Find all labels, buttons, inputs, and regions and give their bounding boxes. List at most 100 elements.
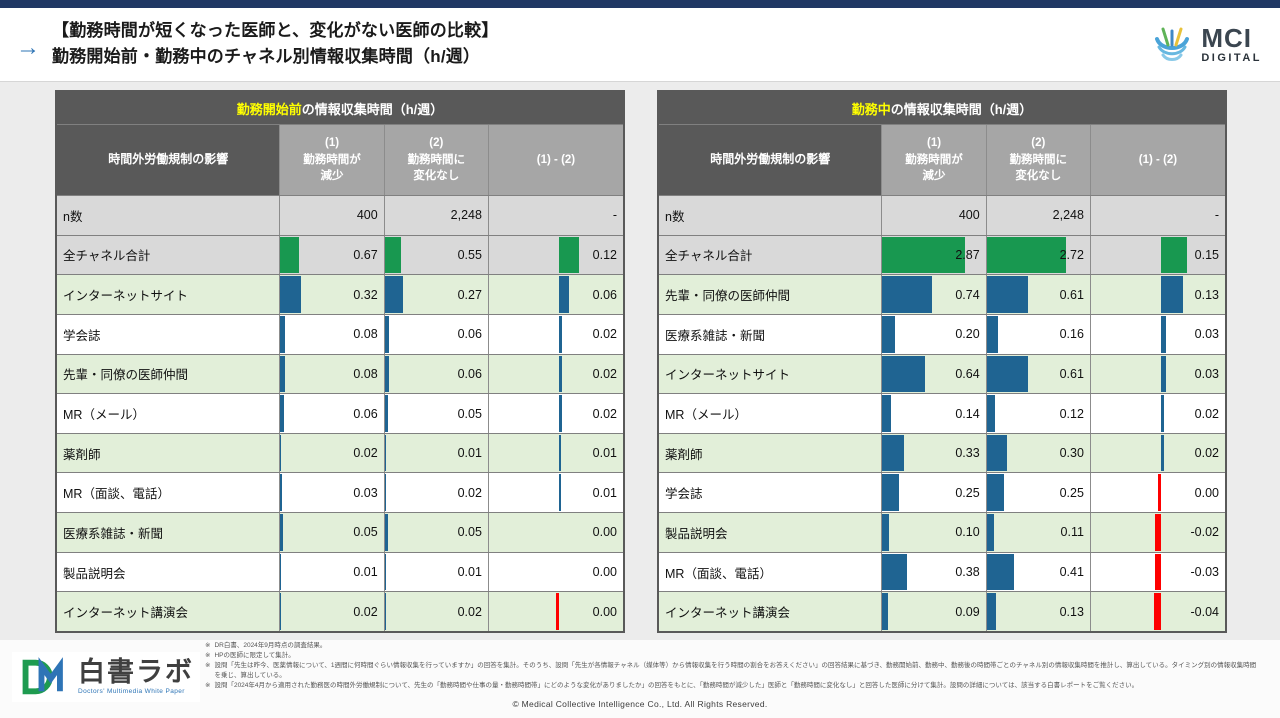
row-label: 薬剤師 xyxy=(57,433,281,473)
n-value-no-change: 2,248 xyxy=(987,196,1091,235)
table-row: 学会誌 0.08 0.06 0.02 xyxy=(57,314,623,355)
data-bar xyxy=(882,315,896,353)
value-diff-cell: 0.01 xyxy=(489,473,623,512)
cell-value: 0.25 xyxy=(955,485,980,500)
n-value-diff: - xyxy=(489,196,623,235)
cell-value: 0.02 xyxy=(457,604,482,619)
cell-value: 学会誌 xyxy=(63,328,101,343)
value-no-change-cell: 0.25 xyxy=(986,473,1091,513)
value-diff-cell: 0.00 xyxy=(489,592,623,631)
footnote-text: HPの医師に限定して集計。 xyxy=(214,652,295,660)
value-diff-cell: -0.04 xyxy=(1091,592,1225,631)
value-decreased-cell: 0.06 xyxy=(280,394,385,433)
value-no-change-cell: 0.05 xyxy=(384,394,489,433)
cell-value: 医療系雑誌・新聞 xyxy=(665,328,766,343)
data-bar xyxy=(986,276,1028,313)
dm-logo-icon xyxy=(22,657,63,695)
cell-value: 0.05 xyxy=(457,525,482,540)
footnotes: ※ DR白書、2024年9月時点の調査結果。 ※ HPの医師に限定して集計。 ※ 設問「先… xyxy=(205,641,1260,691)
data-bar xyxy=(384,315,389,353)
cell-value: 0.02 xyxy=(353,604,378,619)
cell-value: - xyxy=(1214,208,1219,223)
table-header-row: 時間外労働規制の影響 (1) 勤務時間が 減少 (2) 勤務時間に 変化なし (… xyxy=(57,125,623,196)
cell-value: 全チャネル合計 xyxy=(63,249,151,264)
value-no-change-cell: 0.61 xyxy=(986,354,1091,394)
row-label: 医療系雑誌・新聞 xyxy=(659,314,883,354)
cell-value: MR（メール） xyxy=(665,408,747,423)
data-bar xyxy=(882,355,926,393)
cell-value: 0.13 xyxy=(1059,604,1084,619)
table-row: MR（面談、電話） 0.03 0.02 0.01 xyxy=(57,473,623,514)
cell-value: 0.13 xyxy=(1194,287,1219,302)
cell-value: 薬剤師 xyxy=(665,447,703,462)
cell-value: 0.61 xyxy=(1059,287,1084,302)
data-bar xyxy=(280,514,284,551)
table-row: MR（面談、電話） 0.38 0.41 -0.03 xyxy=(659,552,1225,593)
cell-value: 全チャネル合計 xyxy=(665,249,753,264)
cell-value: インターネット講演会 xyxy=(63,606,189,621)
cell-value: n数 xyxy=(665,209,685,224)
cell-value: 0.02 xyxy=(457,485,482,500)
row-label: インターネット講演会 xyxy=(57,592,281,632)
value-decreased-cell: 0.02 xyxy=(280,592,385,632)
footnote-line: ※ HPの医師に限定して集計。 xyxy=(205,651,1260,661)
value-no-change-cell: 0.55 xyxy=(384,235,489,275)
page-header: → 【勤務時間が短くなった医師と、変化がない医師の比較】 勤務開始前・勤務中のチ… xyxy=(0,8,1280,82)
cell-value: インターネット講演会 xyxy=(665,606,791,621)
footnote-text: 設問「2024年4月から適用された勤務医の時間外労働規制について、先生の「勤務時… xyxy=(214,682,1139,690)
table-title-rest: の情報収集時間（h/週） xyxy=(301,101,444,117)
row-label: インターネットサイト xyxy=(57,275,281,314)
cell-value: -0.03 xyxy=(1190,565,1220,580)
data-bar xyxy=(986,434,1007,472)
data-bar xyxy=(882,593,889,631)
value-decreased-cell: 0.05 xyxy=(280,513,385,552)
data-bar xyxy=(882,514,890,551)
cell-value: 2,248 xyxy=(1052,208,1084,223)
cell-value: 400 xyxy=(356,208,378,223)
data-bar xyxy=(558,355,562,393)
cell-value: 0.25 xyxy=(1059,485,1084,500)
cell-value: 0.02 xyxy=(353,446,378,461)
data-bar xyxy=(986,474,1004,512)
cell-value: 0.15 xyxy=(1194,247,1219,262)
cell-value: 0.27 xyxy=(457,287,482,302)
cell-value: 0.06 xyxy=(457,366,482,381)
value-decreased-cell: 0.25 xyxy=(882,473,987,513)
data-bar xyxy=(1153,593,1161,631)
cell-value: 0.01 xyxy=(592,485,617,500)
cell-value: 0.02 xyxy=(592,366,617,381)
cell-value: 0.11 xyxy=(1060,525,1084,540)
cell-value: 0.08 xyxy=(353,327,378,342)
column-header-label: 時間外労働規制の影響 xyxy=(659,125,883,195)
cell-value: 0.14 xyxy=(955,406,980,421)
cell-value: 0.30 xyxy=(1059,446,1084,461)
table-body: n数 400 2,248 - 全チャネル合計 2.87 2.72 0.15 先輩・同僚の医師仲間… xyxy=(659,196,1225,632)
data-bar xyxy=(555,593,559,631)
data-bar xyxy=(558,434,561,472)
data-bar xyxy=(1160,236,1187,274)
value-no-change-cell: 0.61 xyxy=(986,275,1091,314)
value-diff-cell: 0.06 xyxy=(489,275,623,314)
cell-value: 0.38 xyxy=(955,565,980,580)
row-label: n数 xyxy=(659,196,883,235)
table-row: 全チャネル合計 0.67 0.55 0.12 xyxy=(57,235,623,276)
cell-value: 0.06 xyxy=(592,287,617,302)
data-bar xyxy=(384,553,386,591)
value-diff-cell: 0.15 xyxy=(1091,236,1225,275)
mci-digital-logo: MCI DIGITAL xyxy=(1149,21,1262,67)
mci-logo-text: MCI xyxy=(1201,22,1252,53)
cell-value: 0.64 xyxy=(955,366,980,381)
column-header-decreased: (1) 勤務時間が 減少 xyxy=(882,125,987,195)
data-bar xyxy=(280,355,286,393)
value-diff-cell: 0.01 xyxy=(489,434,623,473)
row-label: 薬剤師 xyxy=(659,433,883,473)
data-bar xyxy=(1154,514,1161,551)
table-title: 勤務開始前 の情報収集時間（h/週） xyxy=(57,92,623,125)
row-label: 学会誌 xyxy=(57,314,281,354)
cell-value: 0.55 xyxy=(457,247,482,262)
row-label: 全チャネル合計 xyxy=(57,235,281,275)
value-no-change-cell: 0.02 xyxy=(384,473,489,513)
table-row: 製品説明会 0.10 0.11 -0.02 xyxy=(659,513,1225,553)
column-header-decreased: (1) 勤務時間が 減少 xyxy=(280,125,385,195)
cell-value: 0.74 xyxy=(955,287,980,302)
